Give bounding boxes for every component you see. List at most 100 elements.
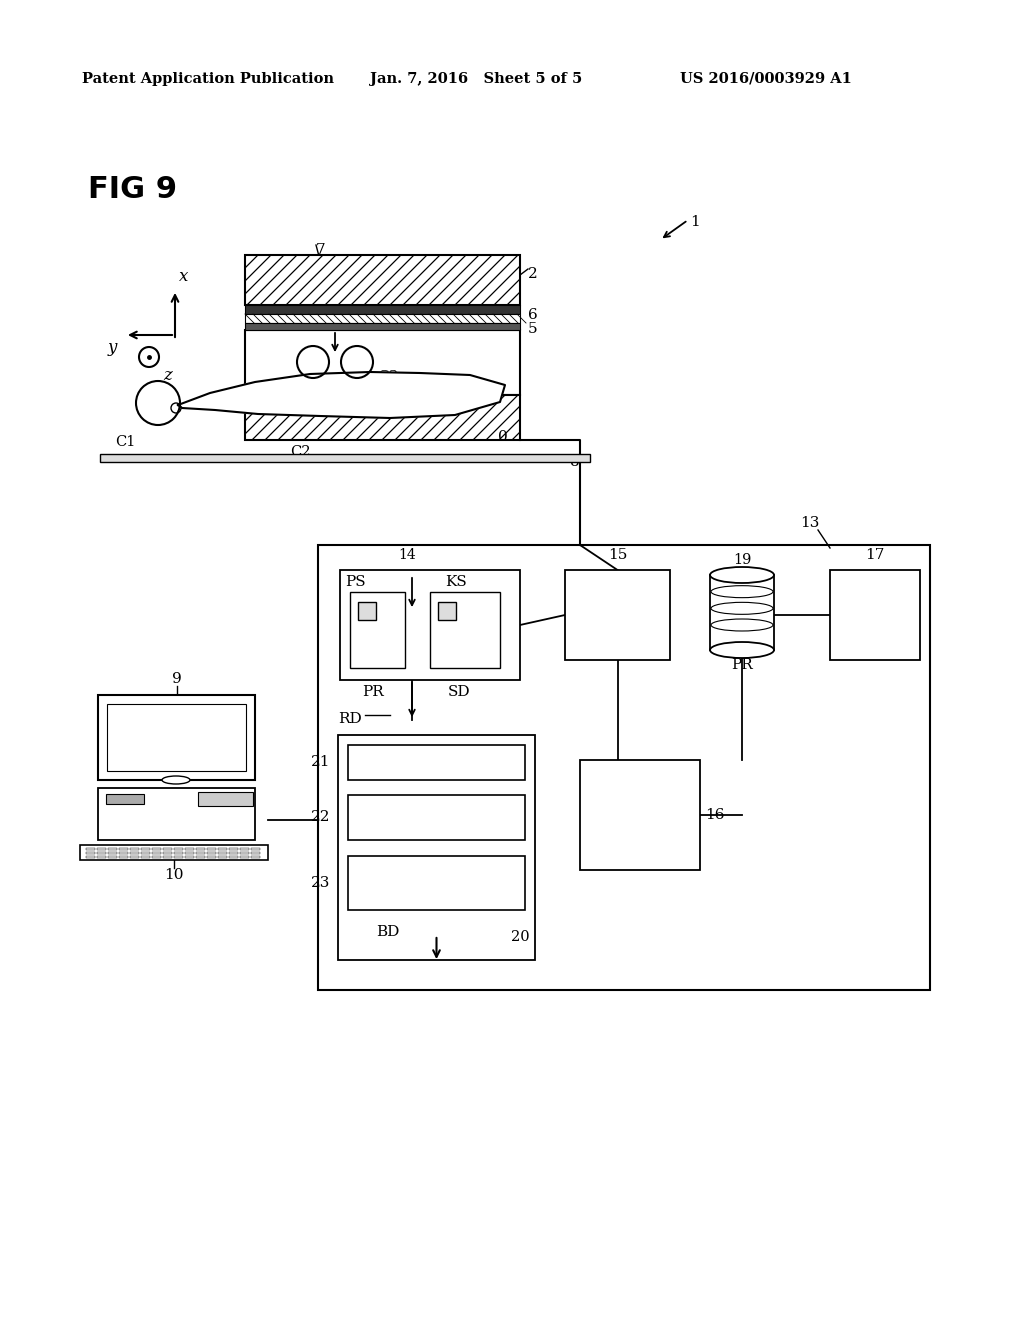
Bar	[196, 851, 205, 854]
Bar	[245, 255, 520, 305]
Bar	[207, 855, 216, 858]
Bar	[251, 855, 260, 858]
Text: 23: 23	[310, 876, 330, 890]
Bar	[97, 855, 106, 858]
Bar	[141, 855, 150, 858]
Bar	[245, 305, 520, 314]
Bar	[119, 851, 128, 854]
Bar	[240, 851, 249, 854]
Text: PR: PR	[731, 657, 753, 672]
Bar	[430, 591, 500, 668]
Text: Jan. 7, 2016   Sheet 5 of 5: Jan. 7, 2016 Sheet 5 of 5	[370, 73, 583, 86]
Bar	[218, 851, 227, 854]
Bar	[196, 855, 205, 858]
Ellipse shape	[710, 642, 774, 657]
Text: C1: C1	[115, 436, 135, 449]
Bar	[338, 735, 535, 960]
Bar	[251, 847, 260, 850]
Text: 10: 10	[164, 869, 183, 882]
Bar	[98, 788, 255, 840]
Text: PS: PS	[345, 576, 366, 589]
Bar	[106, 795, 144, 804]
Text: 2: 2	[528, 267, 538, 281]
Bar	[710, 576, 774, 649]
Bar	[152, 851, 161, 854]
Bar	[348, 744, 525, 780]
Bar	[106, 704, 246, 771]
Bar	[580, 760, 700, 870]
Bar	[218, 855, 227, 858]
Bar	[229, 851, 238, 854]
Bar	[163, 855, 172, 858]
Bar	[108, 855, 117, 858]
Text: y: y	[108, 339, 117, 356]
Bar	[185, 855, 194, 858]
Bar	[245, 323, 520, 330]
Text: 15: 15	[608, 548, 627, 562]
Bar	[358, 602, 376, 620]
Text: 13: 13	[800, 516, 819, 531]
Bar	[350, 591, 406, 668]
Bar	[196, 847, 205, 850]
Bar	[163, 847, 172, 850]
Bar	[97, 851, 106, 854]
Bar	[174, 847, 183, 850]
Text: 6: 6	[528, 308, 538, 322]
Text: 22: 22	[310, 810, 330, 824]
Bar	[245, 314, 520, 323]
Bar	[229, 855, 238, 858]
Text: 14: 14	[398, 548, 416, 562]
Bar	[130, 851, 139, 854]
Text: KS: KS	[445, 576, 467, 589]
Bar	[97, 847, 106, 850]
Bar	[119, 847, 128, 850]
Text: 19: 19	[733, 553, 752, 568]
Text: RD: RD	[338, 711, 361, 726]
Bar	[80, 845, 268, 861]
Text: SD: SD	[449, 685, 471, 700]
Text: x: x	[179, 268, 188, 285]
Bar	[100, 454, 590, 462]
Bar	[86, 855, 95, 858]
Text: 7: 7	[316, 243, 326, 257]
Bar	[348, 795, 525, 840]
Bar	[207, 851, 216, 854]
Text: FIG 9: FIG 9	[88, 176, 177, 205]
Bar	[218, 847, 227, 850]
Bar	[185, 851, 194, 854]
Text: 0: 0	[498, 430, 508, 444]
Text: 17: 17	[865, 548, 885, 562]
Bar	[240, 855, 249, 858]
Bar	[119, 855, 128, 858]
Bar	[108, 847, 117, 850]
Bar	[245, 330, 520, 395]
Text: 8: 8	[570, 455, 580, 469]
Bar	[141, 851, 150, 854]
Bar	[152, 855, 161, 858]
Text: 16: 16	[705, 808, 725, 822]
Text: Patent Application Publication: Patent Application Publication	[82, 73, 334, 86]
Ellipse shape	[162, 776, 190, 784]
Bar	[251, 851, 260, 854]
Bar	[348, 855, 525, 909]
Bar	[240, 847, 249, 850]
Bar	[245, 395, 520, 440]
Text: C3: C3	[377, 370, 398, 384]
Bar	[130, 847, 139, 850]
Bar	[229, 847, 238, 850]
Text: 20: 20	[511, 931, 530, 944]
Text: C2: C2	[290, 445, 310, 459]
Bar	[174, 855, 183, 858]
Bar	[152, 847, 161, 850]
Bar	[198, 792, 253, 807]
Text: 9: 9	[172, 672, 181, 686]
Text: 1: 1	[690, 215, 699, 228]
Text: 5: 5	[528, 322, 538, 337]
Bar	[438, 602, 456, 620]
Text: 21: 21	[310, 755, 330, 770]
Bar	[185, 847, 194, 850]
Bar	[108, 851, 117, 854]
Bar	[830, 570, 920, 660]
Bar	[174, 851, 183, 854]
Bar	[340, 570, 520, 680]
